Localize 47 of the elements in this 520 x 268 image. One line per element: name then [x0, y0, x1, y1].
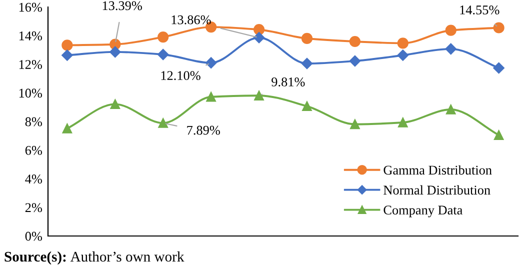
- point: [350, 119, 360, 130]
- y-tick-label: 10%: [19, 88, 42, 98]
- annotation: 13.86%: [172, 15, 211, 24]
- source-note: Source(s): Author’s own work: [4, 251, 184, 265]
- y-tick-label: 14%: [19, 31, 42, 40]
- point: [349, 55, 361, 67]
- point: [205, 57, 217, 68]
- point: [62, 124, 72, 134]
- y-tick-label: 0%: [25, 232, 42, 241]
- y-tick-label: 6%: [25, 146, 42, 155]
- legend-label: Company Data: [384, 206, 463, 218]
- point: [445, 43, 456, 55]
- point: [493, 62, 504, 74]
- point: [157, 48, 169, 60]
- legend-label: Gamma Distribution: [384, 165, 492, 175]
- point: [349, 36, 360, 48]
- point: [302, 101, 312, 112]
- point: [446, 104, 456, 114]
- y-tick-label: 16%: [19, 2, 42, 12]
- point: [398, 118, 408, 128]
- annotation: 9.81%: [272, 77, 305, 86]
- y-tick-label: 4%: [25, 174, 42, 184]
- point: [494, 130, 504, 140]
- legend-label: Normal Distribution: [384, 185, 490, 195]
- point: [110, 99, 120, 110]
- point: [253, 32, 265, 44]
- point: [301, 58, 313, 70]
- point: [110, 46, 121, 58]
- annotation: 7.89%: [187, 126, 220, 135]
- y-tick-label: 12%: [19, 60, 42, 69]
- point: [493, 22, 504, 34]
- point: [397, 38, 408, 49]
- point: [397, 50, 409, 61]
- annotation: 14.55%: [460, 5, 500, 14]
- point: [253, 24, 265, 36]
- point: [254, 90, 264, 100]
- point: [301, 32, 313, 44]
- annotation: 13.39%: [102, 1, 142, 10]
- point: [158, 118, 168, 128]
- y-tick-label: 8%: [25, 117, 42, 126]
- annotation: 12.10%: [161, 71, 200, 80]
- point: [206, 92, 216, 102]
- point: [158, 32, 169, 43]
- point: [62, 50, 73, 61]
- point: [62, 40, 73, 51]
- point: [445, 24, 456, 36]
- y-tick-label: 2%: [25, 203, 42, 212]
